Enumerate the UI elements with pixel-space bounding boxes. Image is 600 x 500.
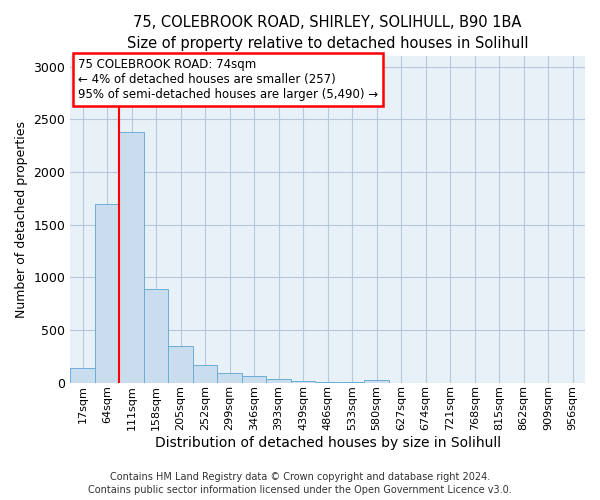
Bar xyxy=(169,346,193,383)
X-axis label: Distribution of detached houses by size in Solihull: Distribution of detached houses by size … xyxy=(155,436,501,450)
Bar xyxy=(364,380,389,382)
Bar xyxy=(144,289,169,382)
Text: 75 COLEBROOK ROAD: 74sqm
← 4% of detached houses are smaller (257)
95% of semi-d: 75 COLEBROOK ROAD: 74sqm ← 4% of detache… xyxy=(78,58,378,101)
Y-axis label: Number of detached properties: Number of detached properties xyxy=(15,121,28,318)
Bar xyxy=(95,204,119,382)
Title: 75, COLEBROOK ROAD, SHIRLEY, SOLIHULL, B90 1BA
Size of property relative to deta: 75, COLEBROOK ROAD, SHIRLEY, SOLIHULL, B… xyxy=(127,15,529,51)
Bar xyxy=(70,368,95,382)
Bar xyxy=(217,372,242,382)
Bar xyxy=(266,379,291,382)
Bar xyxy=(193,365,217,382)
Bar xyxy=(242,376,266,382)
Bar xyxy=(291,381,316,382)
Text: Contains HM Land Registry data © Crown copyright and database right 2024.
Contai: Contains HM Land Registry data © Crown c… xyxy=(88,472,512,495)
Bar xyxy=(119,132,144,382)
